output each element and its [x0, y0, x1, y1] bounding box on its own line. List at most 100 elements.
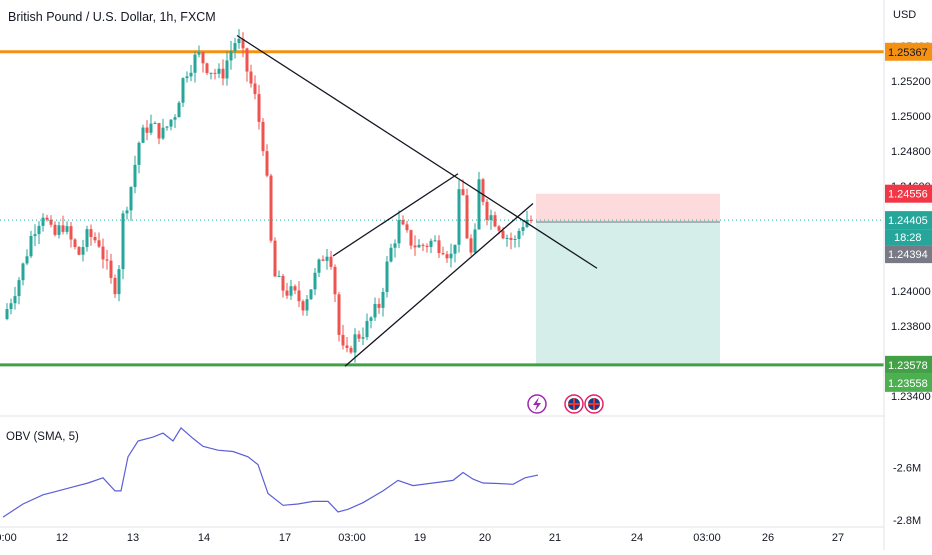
candle[interactable]: [417, 244, 421, 248]
candle[interactable]: [409, 230, 413, 246]
candle[interactable]: [137, 142, 141, 165]
candle[interactable]: [485, 201, 489, 221]
candle[interactable]: [437, 240, 441, 254]
candle[interactable]: [57, 225, 61, 235]
candle[interactable]: [297, 290, 301, 302]
candle[interactable]: [501, 230, 505, 239]
candle[interactable]: [29, 235, 33, 257]
candle[interactable]: [433, 240, 437, 242]
candle[interactable]: [361, 337, 365, 339]
candle[interactable]: [169, 119, 173, 127]
candle[interactable]: [265, 151, 269, 176]
candle[interactable]: [269, 175, 273, 241]
candle[interactable]: [145, 127, 149, 133]
candle[interactable]: [345, 345, 349, 348]
candle[interactable]: [153, 123, 157, 125]
candle[interactable]: [61, 225, 65, 232]
candle[interactable]: [21, 263, 25, 281]
candle[interactable]: [293, 286, 297, 291]
candle[interactable]: [17, 280, 21, 297]
candle[interactable]: [337, 294, 341, 335]
candle[interactable]: [309, 289, 313, 300]
stop-price-label[interactable]: [885, 184, 932, 203]
candle[interactable]: [117, 269, 121, 295]
candle[interactable]: [257, 94, 261, 122]
candle[interactable]: [353, 334, 357, 353]
candle[interactable]: [289, 286, 293, 296]
candle[interactable]: [425, 245, 429, 247]
candle[interactable]: [165, 126, 169, 128]
candle[interactable]: [301, 301, 305, 311]
candle[interactable]: [13, 296, 17, 304]
candle[interactable]: [413, 245, 417, 248]
candle[interactable]: [5, 309, 9, 319]
candle[interactable]: [325, 256, 329, 261]
candle[interactable]: [313, 272, 317, 290]
candle[interactable]: [277, 275, 281, 277]
candle[interactable]: [245, 48, 249, 72]
candle[interactable]: [69, 226, 73, 240]
last-price-label[interactable]: [885, 211, 932, 230]
candle[interactable]: [73, 239, 77, 248]
candle[interactable]: [185, 76, 189, 79]
candle[interactable]: [201, 52, 205, 64]
candle[interactable]: [385, 261, 389, 292]
candle[interactable]: [273, 240, 277, 277]
obv-line[interactable]: [2, 426, 539, 518]
candle[interactable]: [33, 234, 37, 236]
candle[interactable]: [401, 220, 405, 225]
candle[interactable]: [521, 227, 525, 231]
candle[interactable]: [53, 224, 57, 235]
candle[interactable]: [77, 247, 81, 255]
candle[interactable]: [377, 303, 381, 308]
obv-indicator-title[interactable]: OBV (SMA, 5): [6, 431, 79, 443]
candle[interactable]: [121, 213, 125, 270]
candle[interactable]: [181, 78, 185, 103]
candle[interactable]: [393, 243, 397, 248]
candle[interactable]: [349, 347, 353, 353]
candle[interactable]: [133, 164, 137, 188]
candle[interactable]: [441, 253, 445, 255]
candle[interactable]: [125, 210, 129, 214]
candle[interactable]: [329, 256, 333, 267]
candle[interactable]: [193, 54, 197, 73]
stop-loss-zone[interactable]: [536, 193, 720, 223]
candle[interactable]: [397, 220, 401, 244]
candle[interactable]: [109, 260, 113, 278]
candle[interactable]: [213, 72, 217, 74]
candle[interactable]: [205, 63, 209, 74]
wedge-upper-line[interactable]: [332, 173, 459, 257]
candle[interactable]: [141, 127, 145, 143]
candle[interactable]: [473, 229, 477, 253]
candle[interactable]: [173, 117, 177, 120]
candle[interactable]: [85, 229, 89, 248]
candle[interactable]: [357, 334, 361, 339]
candle[interactable]: [513, 238, 517, 240]
candle[interactable]: [373, 303, 377, 318]
candle[interactable]: [229, 51, 233, 61]
candle[interactable]: [237, 38, 241, 44]
candle[interactable]: [281, 275, 285, 291]
candle[interactable]: [489, 215, 493, 221]
candle[interactable]: [253, 83, 257, 95]
candle[interactable]: [113, 277, 117, 295]
candle[interactable]: [105, 259, 109, 261]
candle[interactable]: [405, 224, 409, 231]
candle[interactable]: [37, 225, 41, 235]
candle[interactable]: [241, 38, 245, 49]
candle[interactable]: [505, 237, 509, 239]
candle[interactable]: [161, 127, 165, 139]
candle[interactable]: [477, 179, 481, 230]
candle[interactable]: [389, 247, 393, 262]
candle[interactable]: [65, 226, 69, 232]
take-profit-zone[interactable]: [536, 222, 720, 365]
candle[interactable]: [369, 317, 373, 321]
wedge-lower-line[interactable]: [344, 203, 534, 367]
candle[interactable]: [9, 303, 13, 310]
entry-price-label[interactable]: [885, 245, 932, 264]
candle[interactable]: [217, 68, 221, 74]
candle[interactable]: [421, 244, 425, 246]
candle[interactable]: [45, 217, 49, 220]
candle[interactable]: [493, 215, 497, 227]
